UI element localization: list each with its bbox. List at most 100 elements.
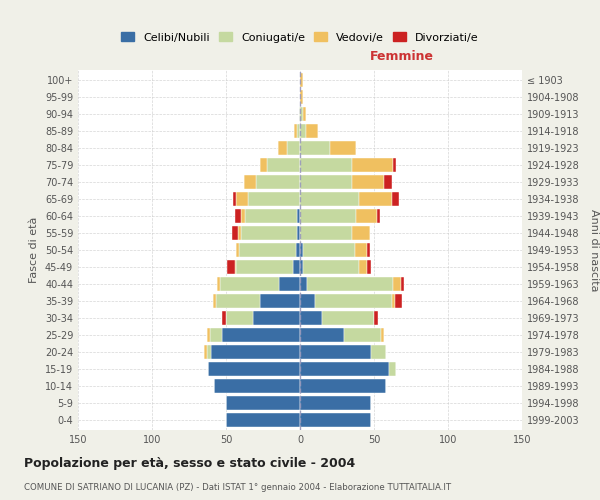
Bar [359,192,392,206]
Bar [371,345,386,359]
Bar [221,328,300,342]
Bar [235,209,241,223]
Bar [236,243,239,257]
Y-axis label: Fasce di età: Fasce di età [29,217,39,283]
Bar [385,175,392,189]
Bar [226,311,253,325]
Bar [210,328,221,342]
Bar [214,379,300,393]
Bar [300,175,352,189]
Bar [248,192,300,206]
Bar [253,311,300,325]
Bar [352,226,370,240]
Text: COMUNE DI SATRIANO DI LUCANIA (PZ) - Dati ISTAT 1° gennaio 2004 - Elaborazione T: COMUNE DI SATRIANO DI LUCANIA (PZ) - Dat… [24,482,451,492]
Bar [393,277,401,291]
Bar [221,311,226,325]
Bar [355,243,367,257]
Bar [268,158,300,172]
Bar [208,362,300,376]
Bar [236,192,248,206]
Bar [278,141,287,155]
Bar [287,141,300,155]
Bar [226,413,300,427]
Bar [303,260,359,274]
Bar [367,260,371,274]
Bar [300,158,352,172]
Bar [359,260,367,274]
Bar [220,277,279,291]
Bar [212,294,215,308]
Bar [299,107,300,121]
Bar [236,260,293,274]
Y-axis label: Anni di nascita: Anni di nascita [589,209,599,291]
Bar [239,243,296,257]
Bar [344,328,382,342]
Bar [401,277,404,291]
Bar [297,226,300,240]
Bar [241,209,245,223]
Bar [374,311,379,325]
Bar [293,260,300,274]
Bar [352,158,393,172]
Bar [300,192,359,206]
Bar [297,124,300,138]
Bar [297,209,300,223]
Bar [300,396,371,410]
Bar [300,124,306,138]
Bar [300,260,303,274]
Bar [232,226,238,240]
Bar [300,362,389,376]
Bar [207,328,210,342]
Bar [322,311,374,325]
Bar [392,192,399,206]
Text: Femmine: Femmine [370,50,434,63]
Bar [244,175,256,189]
Bar [260,294,300,308]
Bar [211,345,300,359]
Bar [300,226,352,240]
Bar [300,413,371,427]
Bar [207,345,211,359]
Bar [294,124,297,138]
Bar [204,345,207,359]
Bar [300,311,322,325]
Bar [300,345,371,359]
Bar [300,243,303,257]
Bar [377,209,380,223]
Bar [303,243,355,257]
Bar [300,90,303,104]
Bar [233,192,236,206]
Bar [300,141,329,155]
Bar [300,379,386,393]
Text: Popolazione per età, sesso e stato civile - 2004: Popolazione per età, sesso e stato civil… [24,458,355,470]
Bar [306,124,318,138]
Bar [215,294,260,308]
Bar [300,328,344,342]
Bar [356,209,377,223]
Bar [300,294,315,308]
Bar [279,277,300,291]
Bar [245,209,297,223]
Bar [392,294,395,308]
Legend: Celibi/Nubili, Coniugati/e, Vedovi/e, Divorziati/e: Celibi/Nubili, Coniugati/e, Vedovi/e, Di… [118,29,482,46]
Bar [217,277,220,291]
Bar [395,294,402,308]
Bar [235,260,236,274]
Bar [393,158,396,172]
Bar [300,209,356,223]
Bar [238,226,241,240]
Bar [227,260,235,274]
Bar [389,362,396,376]
Bar [296,243,300,257]
Bar [382,328,385,342]
Bar [352,175,385,189]
Bar [300,73,303,87]
Bar [307,277,393,291]
Bar [303,107,306,121]
Bar [367,243,370,257]
Bar [256,175,300,189]
Bar [315,294,392,308]
Bar [300,107,303,121]
Bar [260,158,268,172]
Bar [300,277,307,291]
